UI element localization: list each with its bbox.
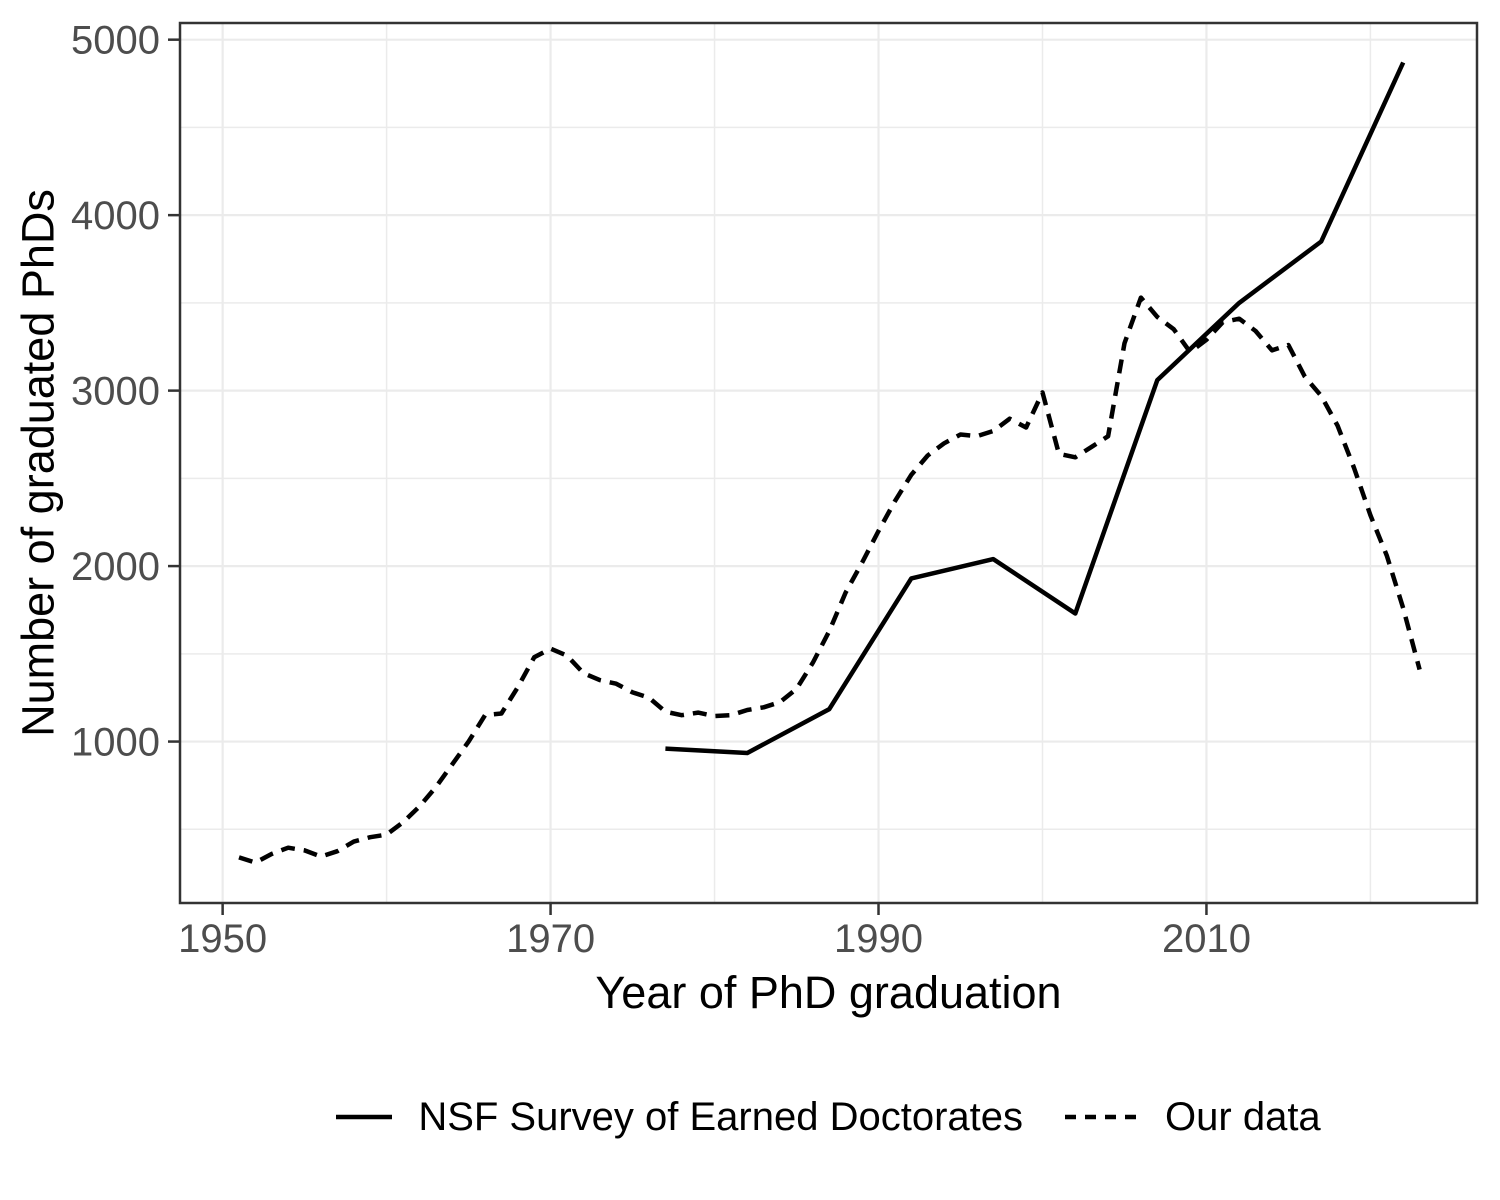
x-tick-label: 1990 bbox=[834, 917, 923, 961]
y-tick-label: 5000 bbox=[71, 19, 160, 63]
legend-label-nsf-survey: NSF Survey of Earned Doctorates bbox=[418, 1094, 1024, 1139]
series-line-nsf-survey bbox=[665, 61, 1406, 756]
y-tick-label: 2000 bbox=[71, 545, 160, 589]
y-tick-label: 1000 bbox=[71, 721, 160, 765]
legend-label-our-data: Our data bbox=[1165, 1094, 1321, 1139]
legend: NSF Survey of Earned Doctorates Our data bbox=[180, 1088, 1477, 1146]
y-tick-label: 3000 bbox=[71, 370, 160, 414]
panel-border bbox=[178, 21, 1479, 905]
y-tick-label: 4000 bbox=[71, 194, 160, 238]
legend-item-nsf-survey: NSF Survey of Earned Doctorates bbox=[336, 1095, 1023, 1140]
x-tick-label: 2010 bbox=[1162, 917, 1251, 961]
solid-line-key-icon bbox=[336, 1114, 393, 1120]
dashed-line-key-icon bbox=[1065, 1114, 1140, 1120]
y-axis-title: Number of graduated PhDs bbox=[12, 189, 64, 737]
series-line-our-data bbox=[238, 295, 1422, 865]
x-axis-title: Year of PhD graduation bbox=[595, 967, 1062, 1018]
legend-item-our-data: Our data bbox=[1065, 1095, 1321, 1140]
x-tick-label: 1970 bbox=[506, 917, 595, 961]
x-tick-label: 1950 bbox=[178, 917, 267, 961]
